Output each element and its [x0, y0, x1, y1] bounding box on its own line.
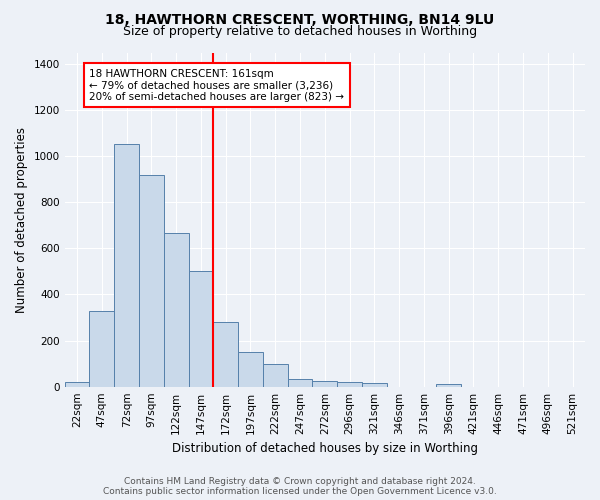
Bar	[263, 364, 287, 386]
Bar	[238, 352, 263, 386]
Bar	[65, 382, 89, 386]
Text: Contains HM Land Registry data © Crown copyright and database right 2024.
Contai: Contains HM Land Registry data © Crown c…	[103, 476, 497, 496]
Bar	[139, 174, 164, 386]
Text: 18, HAWTHORN CRESCENT, WORTHING, BN14 9LU: 18, HAWTHORN CRESCENT, WORTHING, BN14 9L…	[106, 12, 494, 26]
Text: 18 HAWTHORN CRESCENT: 161sqm
← 79% of detached houses are smaller (3,236)
20% of: 18 HAWTHORN CRESCENT: 161sqm ← 79% of de…	[89, 68, 344, 102]
Bar	[337, 382, 362, 386]
Bar	[362, 383, 387, 386]
Bar	[89, 310, 114, 386]
Bar	[313, 381, 337, 386]
Bar	[188, 272, 214, 386]
X-axis label: Distribution of detached houses by size in Worthing: Distribution of detached houses by size …	[172, 442, 478, 455]
Text: Size of property relative to detached houses in Worthing: Size of property relative to detached ho…	[123, 25, 477, 38]
Bar	[164, 234, 188, 386]
Bar	[214, 322, 238, 386]
Bar	[114, 144, 139, 386]
Bar	[287, 378, 313, 386]
Y-axis label: Number of detached properties: Number of detached properties	[15, 126, 28, 312]
Bar	[436, 384, 461, 386]
